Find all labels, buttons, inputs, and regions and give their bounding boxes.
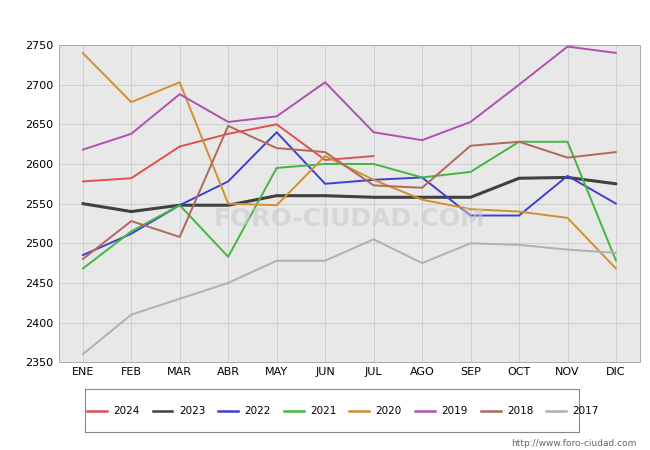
Text: 2024: 2024 — [113, 405, 140, 416]
Text: Afiliados en Lardero a 31/5/2024: Afiliados en Lardero a 31/5/2024 — [178, 10, 472, 28]
Text: 2023: 2023 — [179, 405, 205, 416]
Text: FORO-CIUDAD.COM: FORO-CIUDAD.COM — [213, 207, 486, 231]
Text: 2021: 2021 — [310, 405, 337, 416]
Text: 2017: 2017 — [573, 405, 599, 416]
Text: 2020: 2020 — [376, 405, 402, 416]
Text: 2019: 2019 — [441, 405, 468, 416]
Text: 2018: 2018 — [507, 405, 533, 416]
Text: http://www.foro-ciudad.com: http://www.foro-ciudad.com — [512, 439, 637, 448]
Text: 2022: 2022 — [244, 405, 271, 416]
